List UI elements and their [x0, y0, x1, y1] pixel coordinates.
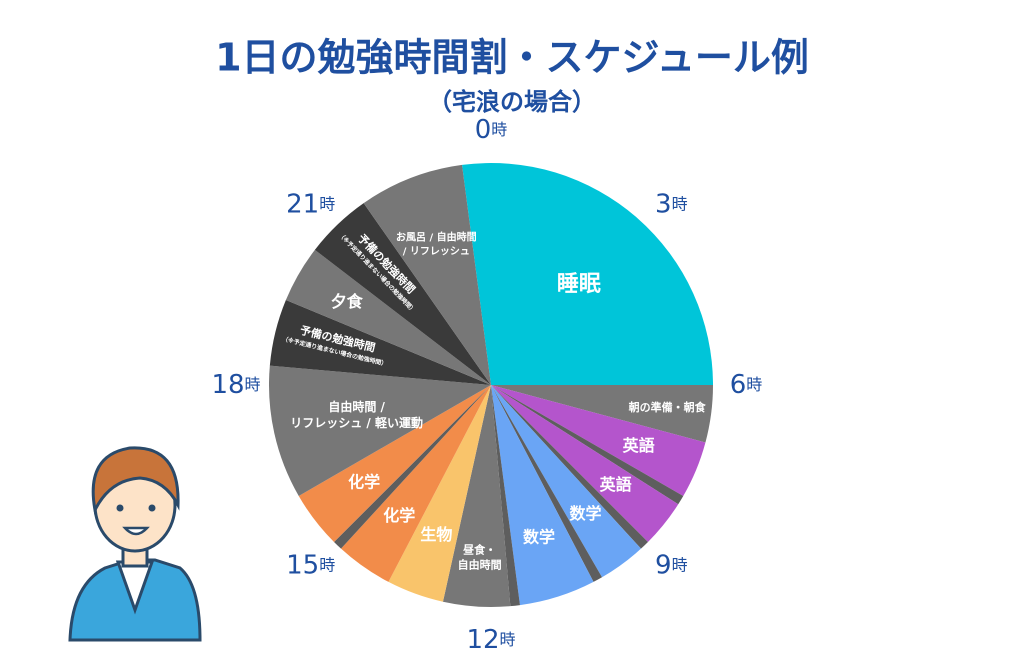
slice-label: 英語 [622, 436, 655, 455]
hour-label: 21時 [286, 189, 335, 219]
person-illustration [68, 446, 202, 642]
slice-label: 数学 [570, 503, 602, 522]
pie-slice [491, 385, 713, 443]
slice-label-line: 自由時間 [458, 557, 502, 571]
pie-slice [442, 385, 511, 607]
slice-label: 夕食 [331, 291, 364, 310]
slice-label-line: 睡眠 [557, 272, 601, 297]
pie-slice [341, 385, 491, 582]
pie-slice [285, 249, 491, 385]
mouth [122, 526, 150, 536]
slice-label-line: 生物 [420, 525, 452, 544]
pie-slice [491, 385, 648, 549]
slice-label-line: / リフレッシュ [403, 245, 470, 257]
slice-label: お風呂 / 自由時間 / リフレッシュ [396, 230, 477, 257]
pie-slice [491, 385, 684, 505]
hour-label: 12時 [466, 625, 515, 655]
hour-label: 3時 [655, 189, 688, 219]
pie-slice [491, 385, 679, 542]
slice-label: 昼食・自由時間 [458, 542, 502, 571]
slice-label: 睡眠 [557, 272, 601, 297]
slice-label: 自由時間 /リフレッシュ / 軽い運動 [290, 398, 423, 429]
pie-slice [491, 385, 602, 582]
hour-label: 0時 [475, 115, 508, 145]
hair [91, 446, 180, 515]
pie-slice [491, 385, 641, 578]
slice-label: 英語 [599, 475, 632, 494]
slice-label-line: 数学 [523, 527, 555, 546]
chart-title: 1日の勉強時間割・スケジュール例 [215, 36, 809, 80]
slice-label: 数学 [523, 527, 555, 546]
slice-label-line: 自由時間 / [328, 398, 385, 413]
slice-label-line: 英語 [622, 436, 655, 455]
slice-label: 生物 [420, 525, 452, 544]
hour-label: 9時 [655, 550, 688, 580]
slice-label: 化学 [348, 472, 380, 491]
slice-label-line: 英語 [599, 475, 632, 494]
pie-slice [334, 385, 491, 549]
hour-label: 15時 [286, 550, 335, 580]
pie-slice [314, 203, 491, 385]
slice-label-line: 朝の準備・朝食 [629, 400, 707, 414]
hour-label: 18時 [211, 370, 260, 400]
eye [116, 504, 124, 512]
hour-label: 6時 [730, 370, 763, 400]
pie-slice [491, 385, 594, 606]
slice-label-line: 数学 [570, 503, 602, 522]
slice-label: 化学 [383, 505, 415, 524]
slice-label-line: リフレッシュ / 軽い運動 [290, 414, 423, 429]
pie-slice [491, 385, 706, 496]
slice-label: 朝の準備・朝食 [629, 400, 707, 414]
pie-slice [388, 385, 491, 602]
slice-label-line: お風呂 / 自由時間 [396, 230, 477, 243]
pie-slice [363, 164, 491, 385]
eye [148, 504, 156, 512]
pie-slice [298, 385, 491, 542]
slice-label-line: 化学 [348, 472, 380, 491]
slice-label-line: 昼食・ [462, 542, 496, 556]
pie-slice [462, 163, 713, 385]
slice-label-line: 化学 [383, 505, 415, 524]
pie-slice [491, 385, 520, 607]
pie-slice [269, 300, 491, 385]
slice-label-line: 夕食 [331, 291, 364, 310]
pie-slice [269, 365, 491, 496]
chart-subtitle: （宅浪の場合） [428, 88, 596, 116]
